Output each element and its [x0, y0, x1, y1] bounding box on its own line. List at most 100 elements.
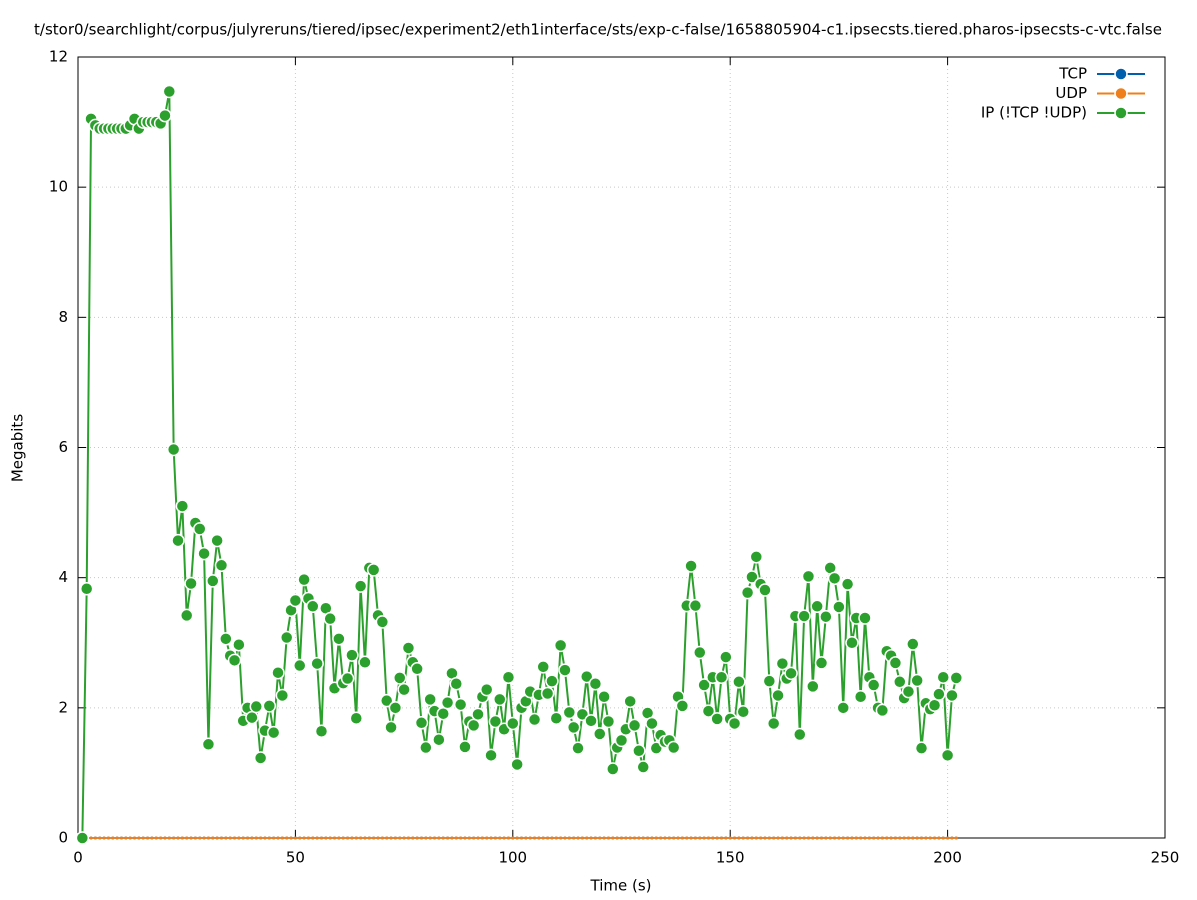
y-tick-label: 4	[58, 568, 68, 586]
data-point	[493, 692, 507, 707]
data-point	[684, 559, 698, 573]
data-point	[389, 836, 393, 840]
data-point	[758, 583, 772, 597]
data-point	[463, 836, 467, 840]
data-point	[623, 694, 637, 709]
data-point	[150, 836, 154, 840]
data-point	[846, 836, 850, 840]
data-point	[98, 836, 102, 840]
data-point	[585, 836, 589, 840]
data-point	[541, 836, 545, 840]
data-point	[279, 630, 294, 645]
data-point	[354, 836, 358, 840]
data-point	[620, 836, 623, 840]
data-point	[536, 660, 550, 674]
data-point	[89, 836, 93, 840]
data-point	[902, 836, 906, 840]
data-point	[141, 836, 145, 840]
data-point	[511, 836, 515, 840]
data-point	[614, 733, 629, 748]
data-point	[889, 836, 893, 840]
data-point	[380, 836, 384, 840]
data-point	[597, 690, 611, 704]
data-point	[927, 698, 942, 712]
data-point	[920, 836, 924, 840]
data-point	[667, 836, 671, 840]
data-point	[659, 836, 663, 840]
data-point	[111, 836, 115, 840]
data-point	[553, 638, 568, 653]
data-point	[580, 836, 584, 840]
data-point	[485, 836, 489, 840]
data-point	[845, 636, 859, 650]
data-point	[259, 836, 263, 840]
data-point	[519, 836, 523, 840]
data-point	[292, 658, 307, 673]
y-axis-label: Megabits	[9, 414, 27, 482]
data-point	[954, 836, 958, 840]
data-point	[832, 600, 846, 614]
data-point	[253, 751, 268, 765]
data-point	[337, 836, 341, 840]
data-point	[166, 442, 181, 457]
data-point	[811, 836, 815, 840]
data-point	[775, 656, 790, 671]
data-point	[510, 757, 524, 772]
data-point	[784, 666, 798, 681]
data-point	[928, 836, 932, 840]
data-point	[237, 836, 241, 840]
data-point	[306, 599, 320, 614]
data-point	[628, 836, 632, 840]
data-point	[728, 836, 732, 840]
x-tick-label: 250	[1151, 849, 1180, 867]
data-point	[789, 836, 793, 840]
data-point	[767, 836, 771, 840]
data-point	[579, 669, 594, 684]
data-point	[232, 637, 246, 652]
data-point	[537, 836, 541, 840]
data-point	[885, 836, 889, 840]
data-point	[602, 836, 606, 840]
data-point	[419, 740, 433, 755]
data-point	[567, 836, 571, 840]
data-point	[176, 836, 180, 840]
x-tick-label: 150	[716, 849, 745, 867]
data-point	[506, 836, 510, 840]
data-point	[280, 836, 284, 840]
data-point	[206, 574, 220, 588]
data-point	[197, 546, 211, 561]
data-point	[740, 585, 755, 600]
data-point	[680, 836, 684, 840]
data-point	[375, 615, 390, 629]
data-point	[540, 686, 555, 701]
data-point	[924, 836, 928, 840]
data-point	[571, 741, 585, 755]
legend-marker	[1114, 106, 1128, 120]
x-tick-label: 200	[933, 849, 962, 867]
data-point	[827, 571, 842, 586]
data-point	[310, 656, 324, 671]
data-point	[349, 711, 364, 725]
data-point	[641, 836, 645, 840]
data-point	[472, 836, 476, 840]
data-point	[606, 762, 620, 776]
data-point	[219, 632, 233, 646]
data-point	[559, 836, 563, 840]
data-point	[385, 836, 389, 840]
data-point	[793, 727, 807, 742]
data-point	[446, 836, 450, 840]
x-tick-label: 50	[286, 849, 305, 867]
data-point	[124, 836, 128, 840]
data-point	[719, 650, 733, 664]
data-point	[853, 690, 868, 704]
data-point	[323, 611, 337, 626]
data-point	[233, 836, 237, 840]
data-point	[601, 714, 616, 729]
data-point	[410, 662, 424, 676]
data-point	[741, 836, 745, 840]
x-tick-label: 0	[73, 849, 83, 867]
data-point	[289, 836, 293, 840]
data-point	[654, 836, 658, 840]
data-point	[645, 716, 659, 731]
data-point	[633, 836, 637, 840]
